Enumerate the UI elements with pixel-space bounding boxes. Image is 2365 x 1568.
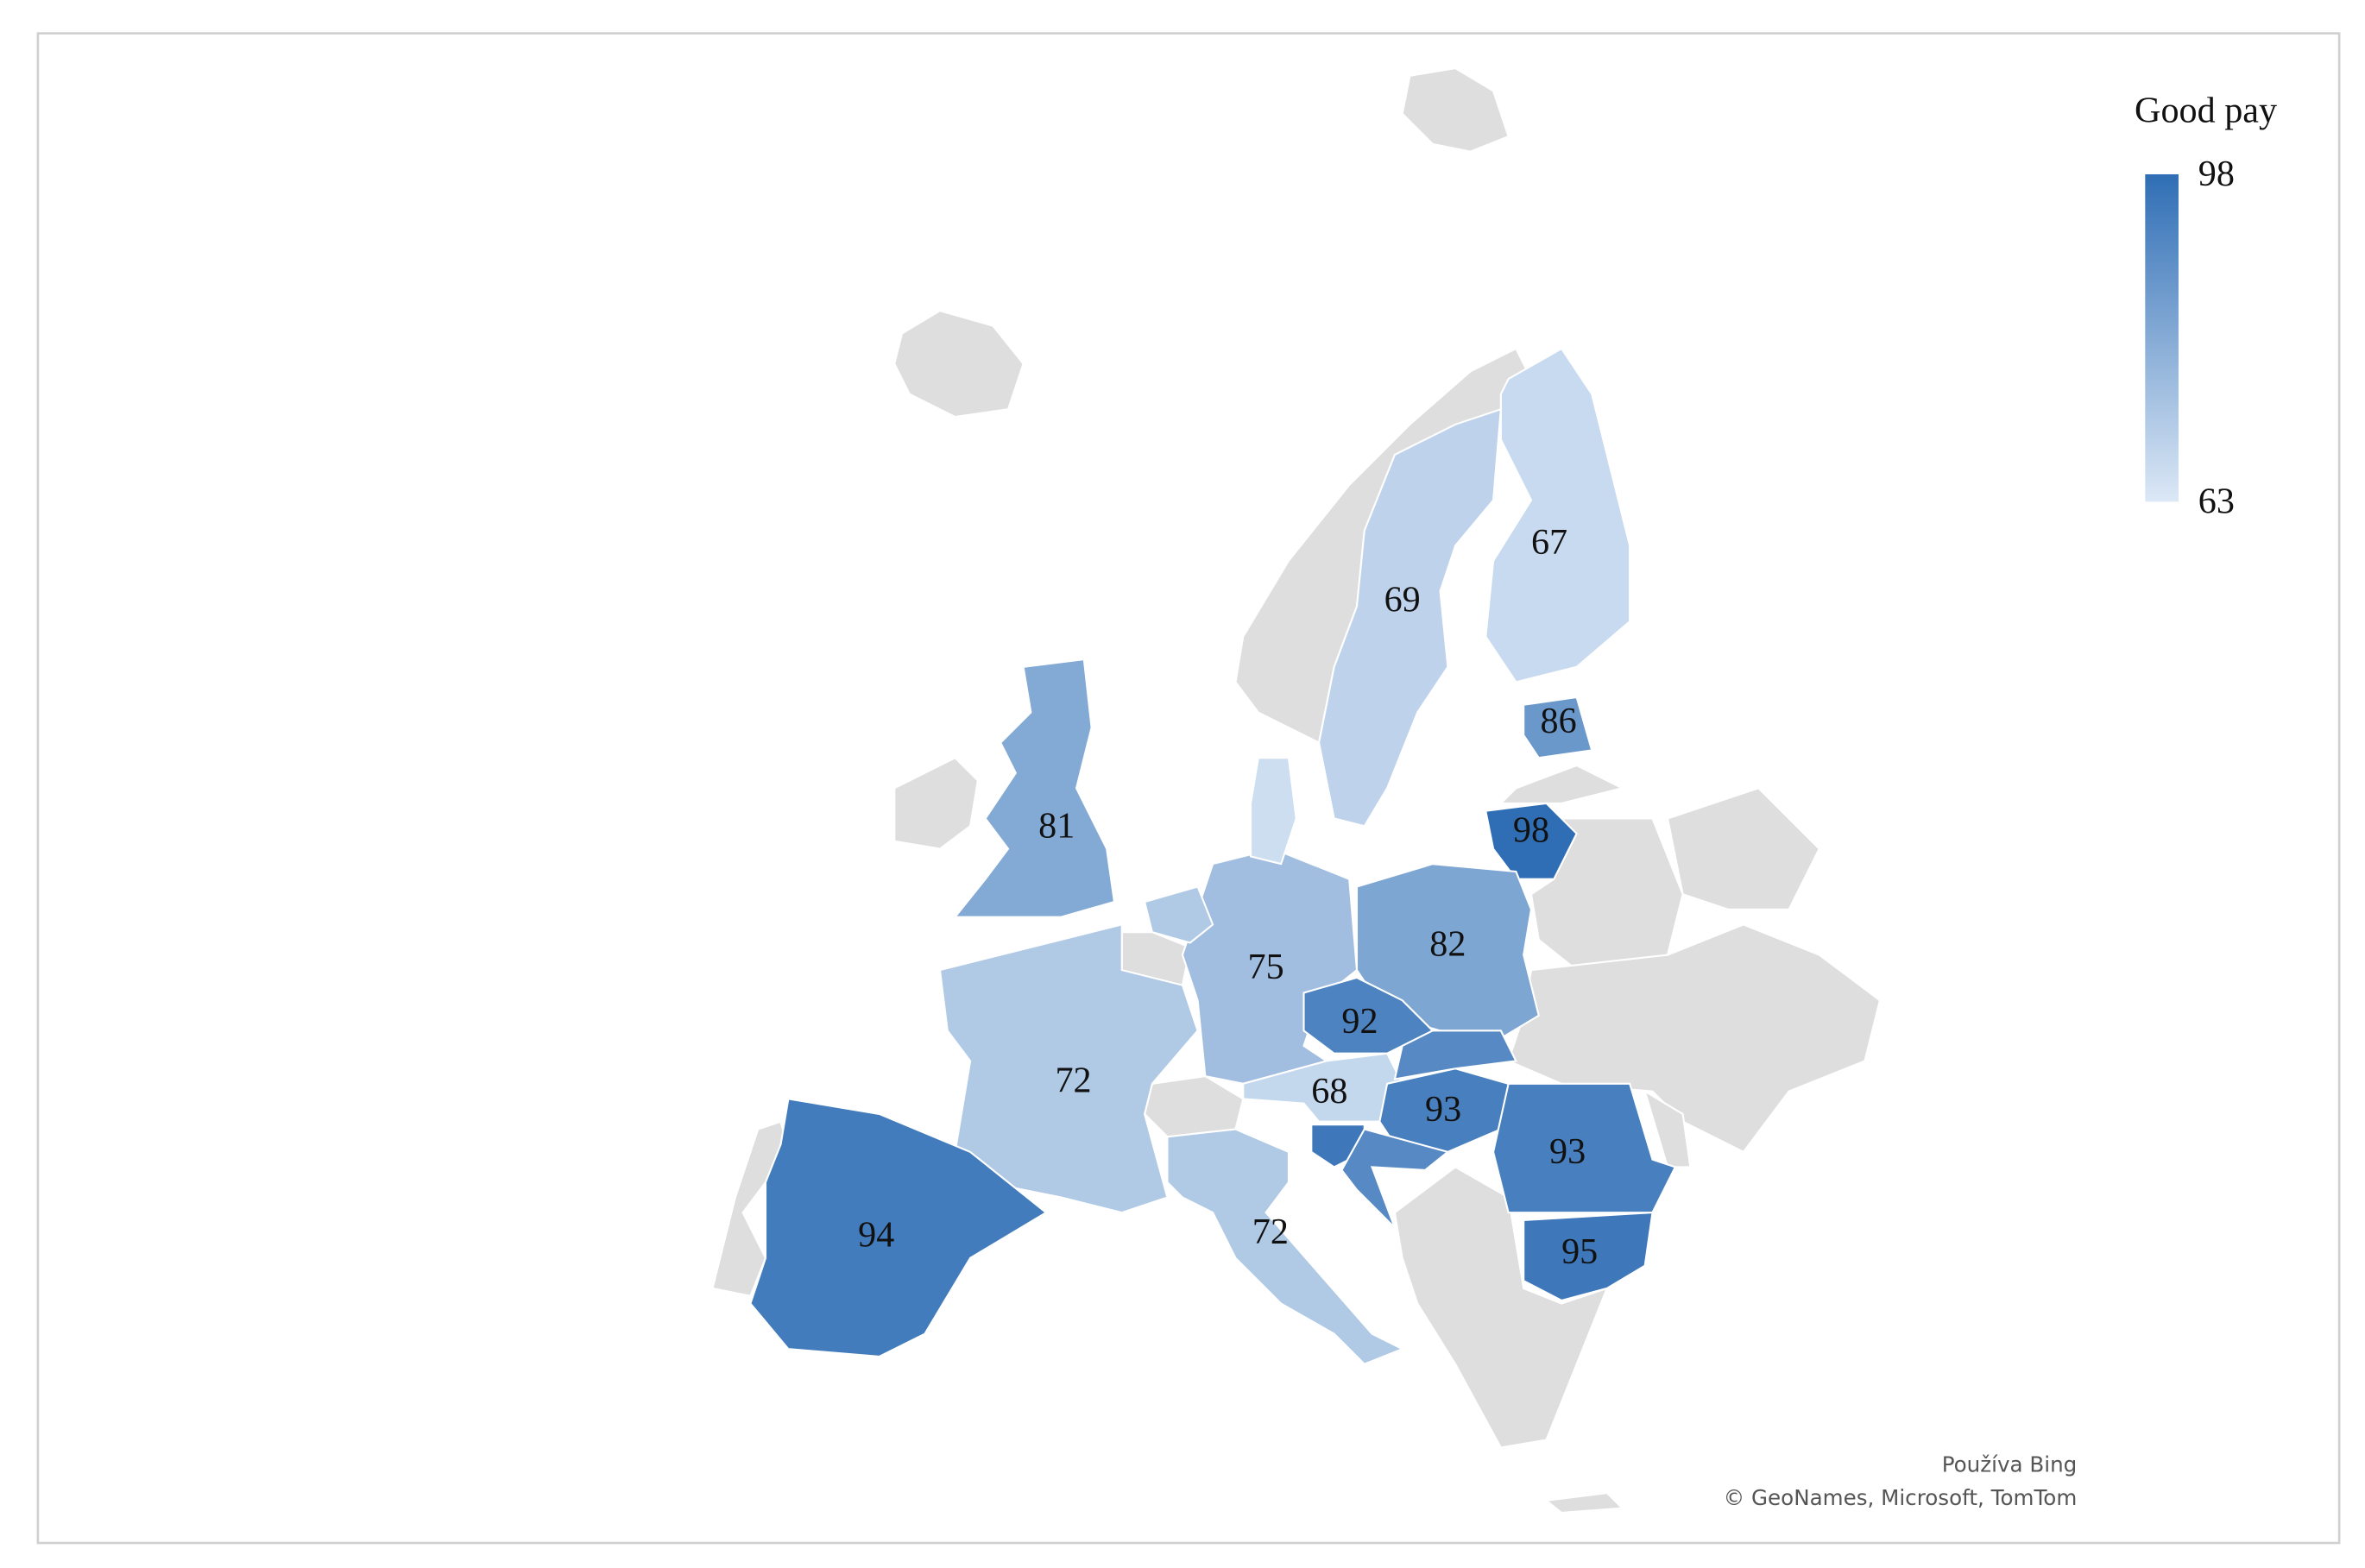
region <box>1523 1211 1654 1302</box>
ireland <box>893 756 980 850</box>
value-label: 67 <box>1531 522 1567 563</box>
legend-color-bar <box>2145 173 2179 502</box>
legend-title: Good pay <box>2135 90 2277 130</box>
legend-min-label: 63 <box>2198 482 2235 522</box>
background-land <box>711 66 1882 1514</box>
iceland <box>893 309 1025 419</box>
region <box>1378 1067 1510 1153</box>
attribution: © GeoNames, Microsoft, TomTom <box>1724 1485 2078 1510</box>
value-labels: 67 69 86 98 81 82 75 92 72 68 93 93 94 7… <box>858 522 1598 1272</box>
value-label: 82 <box>1429 923 1466 964</box>
value-label: 86 <box>1541 701 1577 741</box>
value-label: 98 <box>1513 810 1549 851</box>
regions <box>749 347 1677 1366</box>
svalbard <box>1401 66 1510 153</box>
region <box>938 923 1199 1214</box>
region <box>1523 696 1593 759</box>
region <box>953 658 1116 918</box>
value-label: 93 <box>1425 1089 1461 1130</box>
region <box>1340 1128 1450 1229</box>
latvia <box>1498 764 1625 804</box>
value-label: 68 <box>1311 1071 1347 1111</box>
region <box>1485 802 1578 880</box>
legend: Good pay 98 63 <box>2135 90 2277 521</box>
region <box>1318 407 1503 828</box>
region <box>1166 1128 1405 1366</box>
value-label: 93 <box>1549 1131 1586 1172</box>
region <box>749 1098 1048 1358</box>
value-label: 92 <box>1341 1001 1378 1042</box>
crete <box>1543 1491 1624 1514</box>
value-label: 69 <box>1384 580 1421 620</box>
value-label: 72 <box>1055 1061 1091 1101</box>
frame <box>36 32 2341 1545</box>
moldova <box>1643 1089 1692 1168</box>
region <box>1143 885 1214 944</box>
value-label: 72 <box>1252 1212 1289 1252</box>
ukraine <box>1507 923 1882 1154</box>
region <box>1492 1082 1677 1214</box>
region <box>1249 757 1297 866</box>
region <box>1393 1030 1518 1080</box>
value-label: 75 <box>1248 947 1284 987</box>
russia-west <box>1666 787 1820 910</box>
value-label: 81 <box>1038 805 1075 846</box>
attribution: Používa Bing <box>1942 1452 2078 1477</box>
value-label: 94 <box>858 1215 894 1256</box>
legend-max-label: 98 <box>2198 154 2235 194</box>
region <box>1242 1052 1403 1123</box>
region <box>1485 347 1631 683</box>
value-label: 95 <box>1561 1231 1598 1272</box>
